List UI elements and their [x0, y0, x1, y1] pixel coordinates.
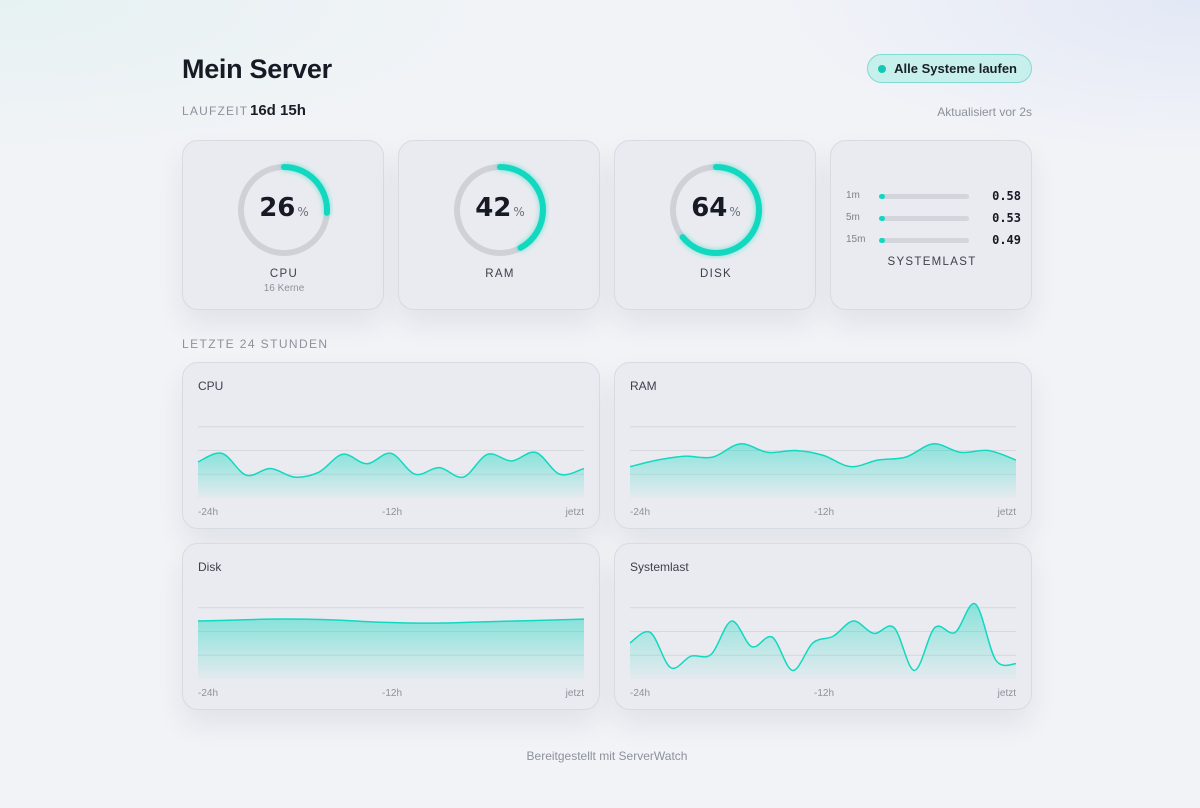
x-tick-label: jetzt — [565, 507, 584, 518]
series-line — [197, 451, 585, 479]
system-load-label: SYSTEMLAST — [887, 256, 977, 268]
series-line — [629, 443, 1017, 468]
last-updated: Aktualisiert vor 2s — [937, 105, 1032, 119]
systemload-chart-card: Systemlast -24h -12h jetzt — [614, 543, 1032, 710]
cpu-gauge — [238, 164, 330, 256]
load-row-1m: 1m 0.58 — [846, 189, 1021, 203]
disk-gauge-value: 64% — [691, 193, 741, 223]
x-tick-label: jetzt — [997, 507, 1016, 518]
page-title: Mein Server — [182, 54, 332, 84]
x-tick-label: -24h — [630, 688, 651, 699]
cpu-gauge-card: 26% CPU 16 Kerne — [182, 140, 384, 310]
cpu-gauge-label: CPU — [269, 268, 299, 280]
load-value: 0.58 — [992, 189, 1021, 203]
load-row-5m: 5m 0.53 — [846, 211, 1021, 225]
disk-gauge — [670, 164, 762, 256]
x-tick-label: -12h — [381, 688, 402, 699]
load-row-15m: 15m 0.49 — [846, 233, 1021, 247]
x-tick-label: -12h — [813, 507, 834, 518]
ram-gauge-arc — [454, 164, 546, 256]
ram-gauge-label: RAM — [485, 268, 515, 280]
disk-gauge-label: DISK — [699, 268, 733, 280]
load-bar — [879, 216, 969, 221]
systemload-chart — [629, 602, 1017, 679]
series-area — [198, 619, 584, 679]
load-bar-fill — [879, 216, 885, 221]
ram-gauge — [454, 164, 546, 256]
cpu-gauge-value: 26% — [259, 193, 309, 223]
ram-chart — [629, 426, 1017, 498]
cpu-gauge-arc — [238, 164, 330, 256]
disk-chart — [197, 607, 585, 679]
dashboard: Mein Server Alle Systeme laufen LAUFZEIT… — [182, 0, 1032, 808]
footer-credit: Bereitgestellt mit ServerWatch — [526, 749, 688, 763]
chart-title: Disk — [198, 560, 222, 574]
cpu-chart — [197, 426, 585, 498]
x-tick-label: -24h — [630, 507, 651, 518]
load-label: 15m — [846, 234, 866, 245]
load-value: 0.53 — [992, 211, 1021, 225]
ram-gauge-value: 42% — [475, 193, 525, 223]
x-tick-label: -24h — [198, 688, 219, 699]
series-area — [630, 443, 1016, 498]
series-line — [197, 618, 585, 624]
load-bar-fill — [879, 238, 885, 243]
status-dot-icon — [878, 65, 887, 73]
x-tick-label: -24h — [198, 507, 219, 518]
cpu-chart-card: CPU -24h -12h jetzt — [182, 362, 600, 529]
status-badge: Alle Systeme laufen — [867, 54, 1032, 83]
series-area — [198, 452, 584, 498]
ram-chart-card: RAM -24h -12h jetzt — [614, 362, 1032, 529]
load-label: 5m — [846, 212, 860, 223]
x-tick-label: jetzt — [565, 688, 584, 699]
chart-title: Systemlast — [630, 560, 689, 574]
series-line — [629, 602, 1017, 672]
disk-gauge-arc — [670, 164, 762, 256]
system-load-card: 1m 0.58 5m 0.53 15m 0.49 SYSTEMLAST — [830, 140, 1032, 310]
x-tick-label: -12h — [381, 507, 402, 518]
series-area — [630, 603, 1016, 679]
chart-title: RAM — [630, 379, 657, 393]
x-tick-label: -12h — [813, 688, 834, 699]
status-badge-label: Alle Systeme laufen — [894, 61, 1017, 76]
load-value: 0.49 — [992, 233, 1021, 247]
section-title: LETZTE 24 STUNDEN — [182, 337, 329, 351]
load-bar — [879, 238, 969, 243]
load-bar — [879, 194, 969, 199]
load-bar-fill — [879, 194, 885, 199]
ram-gauge-card: 42% RAM — [398, 140, 600, 310]
disk-chart-card: Disk -24h -12h jetzt — [182, 543, 600, 710]
x-tick-label: jetzt — [997, 688, 1016, 699]
load-label: 1m — [846, 190, 860, 201]
uptime-value: 16d 15h — [250, 102, 306, 119]
chart-title: CPU — [198, 379, 224, 393]
cpu-cores-label: 16 Kerne — [263, 283, 305, 294]
uptime-label: LAUFZEIT — [182, 104, 249, 118]
disk-gauge-card: 64% DISK — [614, 140, 816, 310]
